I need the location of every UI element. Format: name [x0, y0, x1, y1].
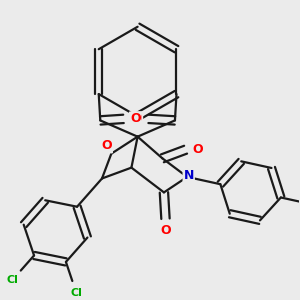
Text: O: O	[160, 224, 171, 237]
Text: O: O	[192, 143, 203, 156]
Text: Cl: Cl	[7, 275, 19, 285]
Text: O: O	[130, 112, 141, 125]
Text: O: O	[101, 140, 112, 152]
Text: Cl: Cl	[70, 288, 82, 298]
Text: O: O	[132, 112, 142, 125]
Text: N: N	[184, 169, 194, 182]
